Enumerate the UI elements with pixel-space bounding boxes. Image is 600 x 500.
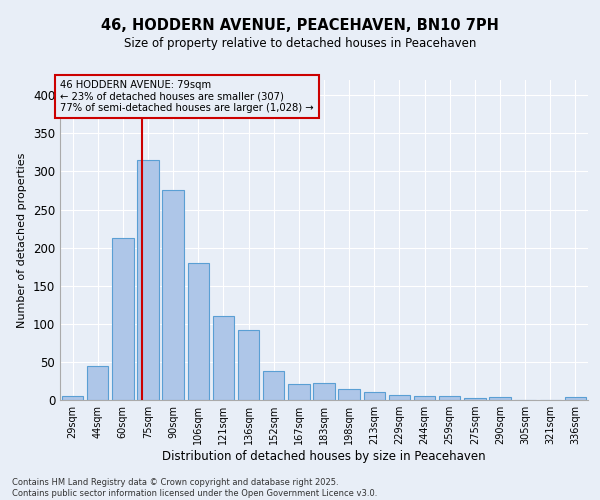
Y-axis label: Number of detached properties: Number of detached properties <box>17 152 28 328</box>
Text: 46 HODDERN AVENUE: 79sqm
← 23% of detached houses are smaller (307)
77% of semi-: 46 HODDERN AVENUE: 79sqm ← 23% of detach… <box>60 80 314 113</box>
Bar <box>238 330 259 400</box>
Text: Contains HM Land Registry data © Crown copyright and database right 2025.
Contai: Contains HM Land Registry data © Crown c… <box>12 478 377 498</box>
Bar <box>565 397 586 400</box>
Bar <box>464 398 485 400</box>
X-axis label: Distribution of detached houses by size in Peacehaven: Distribution of detached houses by size … <box>162 450 486 463</box>
Bar <box>414 396 435 400</box>
Bar <box>87 366 109 400</box>
Bar <box>490 397 511 400</box>
Bar <box>439 396 460 400</box>
Bar <box>288 384 310 400</box>
Bar <box>112 238 134 400</box>
Bar <box>188 263 209 400</box>
Bar <box>263 371 284 400</box>
Bar <box>364 392 385 400</box>
Bar <box>389 396 410 400</box>
Bar <box>62 396 83 400</box>
Bar <box>163 190 184 400</box>
Bar <box>137 160 158 400</box>
Text: Size of property relative to detached houses in Peacehaven: Size of property relative to detached ho… <box>124 38 476 51</box>
Bar <box>338 390 360 400</box>
Text: 46, HODDERN AVENUE, PEACEHAVEN, BN10 7PH: 46, HODDERN AVENUE, PEACEHAVEN, BN10 7PH <box>101 18 499 32</box>
Bar <box>313 383 335 400</box>
Bar <box>213 316 234 400</box>
